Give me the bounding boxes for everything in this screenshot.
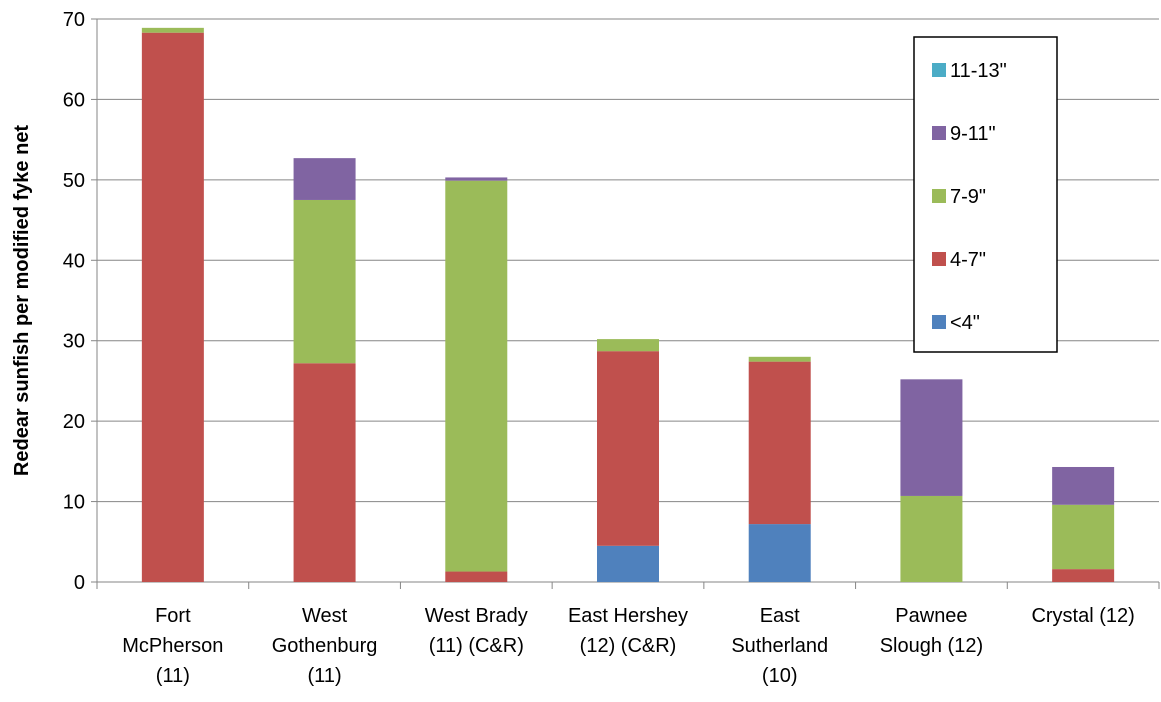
bar-segment bbox=[900, 379, 963, 496]
x-category-label: Pawnee Slough (12) bbox=[880, 605, 983, 657]
y-tick-label: 40 bbox=[63, 250, 85, 272]
legend-label: 11-13" bbox=[950, 60, 1007, 82]
bar-segment bbox=[293, 363, 356, 582]
x-category-label: Fort McPherson (11) bbox=[122, 605, 223, 687]
x-category-label-line: Sutherland bbox=[731, 635, 828, 657]
bar-segment bbox=[748, 524, 811, 582]
x-category-label-line: (10) bbox=[762, 665, 798, 687]
bar-segment bbox=[1052, 466, 1115, 505]
x-category-label: Crystal (12) bbox=[1031, 605, 1134, 627]
bar-segment bbox=[597, 545, 659, 582]
x-category-label-line: East bbox=[760, 605, 800, 627]
bar-segment bbox=[748, 356, 811, 362]
x-category-label: West Gothenburg (11) bbox=[272, 605, 378, 687]
x-category-label-line: Fort bbox=[155, 605, 191, 627]
y-tick-label: 50 bbox=[63, 170, 85, 192]
bar-segment bbox=[748, 361, 811, 525]
bar-segment bbox=[445, 180, 508, 572]
bar-segment bbox=[141, 27, 204, 33]
bar-segment bbox=[1052, 504, 1115, 570]
y-axis-label: Redear sunfish per modified fyke net bbox=[11, 125, 33, 477]
y-tick-label: 60 bbox=[63, 89, 85, 111]
legend-swatch bbox=[932, 315, 946, 329]
bar-segment bbox=[445, 571, 508, 582]
x-category-label-line: (11) (C&R) bbox=[429, 635, 524, 657]
x-category-label-line: West bbox=[302, 605, 348, 627]
y-tick-label: 30 bbox=[63, 331, 85, 353]
x-category-label-line: (12) (C&R) bbox=[580, 635, 677, 657]
legend-swatch bbox=[932, 189, 946, 203]
bar-segment bbox=[141, 32, 204, 583]
x-category-label-line: Gothenburg bbox=[272, 635, 378, 657]
legend-swatch bbox=[932, 126, 946, 140]
bar-segment bbox=[597, 351, 659, 546]
legend-label: 7-9" bbox=[950, 186, 986, 208]
x-category-label-line: Slough (12) bbox=[880, 635, 983, 657]
x-category-label: East Sutherland (10) bbox=[731, 605, 828, 687]
x-category-label-line: (11) bbox=[156, 665, 190, 687]
bar-segment bbox=[1052, 569, 1115, 582]
x-category-label: West Brady (11) (C&R) bbox=[425, 605, 528, 657]
bar-segment bbox=[293, 158, 356, 200]
x-category-label-line: West Brady bbox=[425, 605, 528, 627]
legend-label: <4" bbox=[950, 312, 980, 334]
legend-label: 9-11" bbox=[950, 123, 996, 145]
legend-swatch bbox=[932, 252, 946, 266]
y-tick-label: 0 bbox=[74, 572, 85, 594]
x-category-label-line: (11) bbox=[308, 665, 342, 687]
x-category-label: East Hershey (12) (C&R) bbox=[568, 605, 688, 657]
bar-segment bbox=[597, 339, 659, 352]
y-tick-label: 20 bbox=[63, 411, 85, 433]
y-tick-label: 70 bbox=[63, 9, 85, 31]
bar-segment bbox=[445, 177, 508, 181]
y-tick-label: 10 bbox=[63, 492, 85, 514]
legend-swatch bbox=[932, 63, 946, 77]
x-category-label-line: McPherson bbox=[122, 635, 223, 657]
bar-segment bbox=[293, 199, 356, 364]
x-category-label-line: East Hershey bbox=[568, 605, 688, 627]
x-category-label-line: Pawnee bbox=[895, 605, 967, 627]
bar-segment bbox=[900, 495, 963, 582]
legend-label: 4-7" bbox=[950, 249, 986, 271]
x-category-label-line: Crystal (12) bbox=[1031, 605, 1134, 627]
